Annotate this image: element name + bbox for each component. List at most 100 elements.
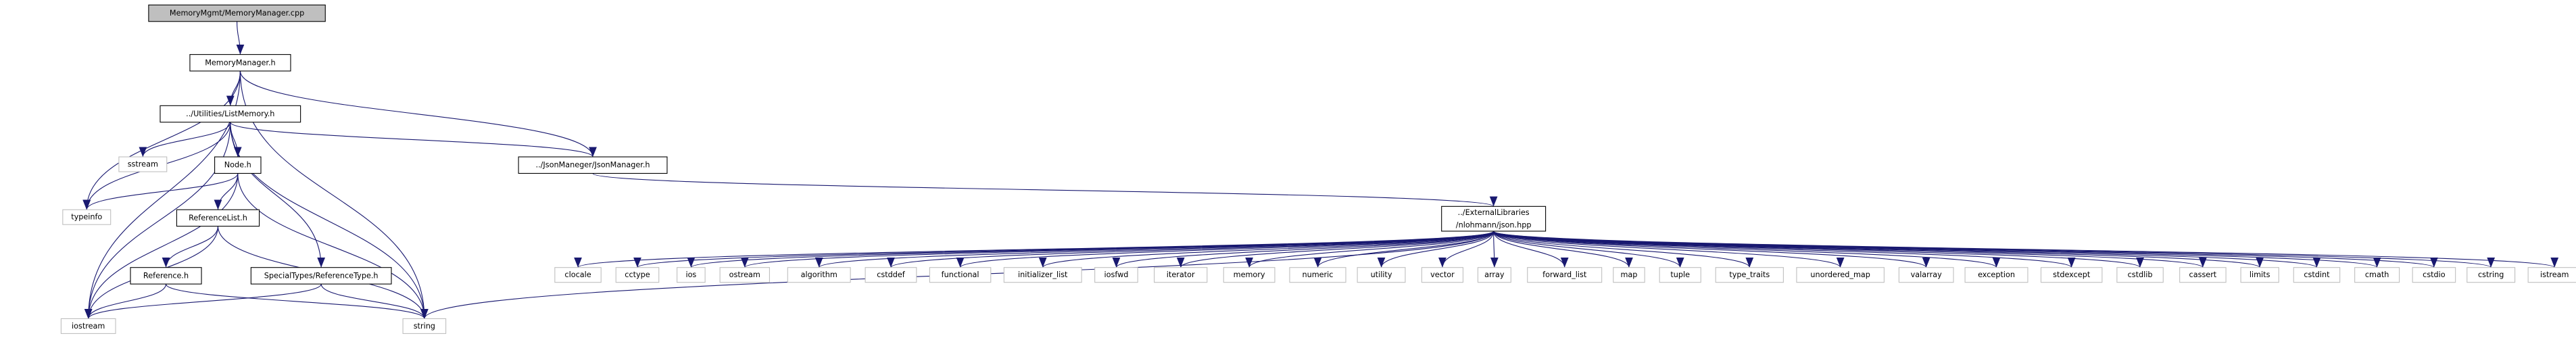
node-box bbox=[60, 318, 116, 334]
node-box bbox=[1898, 267, 1954, 283]
node-box bbox=[1154, 267, 1208, 283]
edge bbox=[237, 173, 429, 319]
node-box bbox=[1527, 267, 1603, 283]
node: cassert bbox=[2179, 267, 2227, 283]
node-box bbox=[1094, 267, 1138, 283]
edge bbox=[741, 231, 1494, 268]
node-label: valarray bbox=[1911, 270, 1942, 279]
node: cstring bbox=[2466, 267, 2516, 283]
edge bbox=[1438, 231, 1494, 268]
node-box bbox=[1715, 267, 1784, 283]
edge bbox=[162, 226, 219, 268]
edge bbox=[1493, 231, 1845, 268]
node: vector bbox=[1421, 267, 1464, 283]
node-label: cctype bbox=[625, 270, 650, 279]
edge bbox=[1493, 231, 1633, 268]
node-label: Node.h bbox=[224, 161, 251, 170]
node-box bbox=[214, 156, 262, 174]
node-box bbox=[1477, 267, 1511, 283]
edge bbox=[1493, 231, 2076, 268]
node-box bbox=[1659, 267, 1701, 283]
node: cstdlib bbox=[2116, 267, 2164, 283]
node-box bbox=[1613, 267, 1645, 283]
node: cstddef bbox=[865, 267, 917, 283]
node: ../JsonManeger/JsonManager.h bbox=[518, 156, 668, 174]
node-box bbox=[2354, 267, 2400, 283]
node-label: iterator bbox=[1167, 270, 1195, 279]
node-box bbox=[2240, 267, 2279, 283]
node-label: vector bbox=[1430, 270, 1455, 279]
node-box bbox=[1421, 267, 1464, 283]
node-label: type_traits bbox=[1729, 270, 1770, 279]
edge bbox=[1493, 231, 1930, 268]
edge bbox=[1493, 231, 1753, 268]
node-box bbox=[2293, 267, 2341, 283]
node-label: ../JsonManeger/JsonManager.h bbox=[536, 161, 650, 170]
node: utility bbox=[1357, 267, 1406, 283]
node: ostream bbox=[719, 267, 770, 283]
edge bbox=[139, 122, 231, 158]
node-box bbox=[402, 318, 447, 334]
node-box bbox=[1796, 267, 1885, 283]
edge bbox=[1493, 231, 2264, 268]
node-label: unordered_map bbox=[1810, 270, 1870, 279]
node-box bbox=[2466, 267, 2516, 283]
node-label: map bbox=[1620, 270, 1637, 279]
node-label: ../ExternalLibraries bbox=[1458, 208, 1530, 217]
node-box bbox=[929, 267, 992, 283]
node-label: SpecialTypes/ReferenceType.h bbox=[264, 271, 379, 280]
edge bbox=[214, 173, 239, 210]
node-label: iosfwd bbox=[1104, 270, 1128, 279]
node: iterator bbox=[1154, 267, 1208, 283]
node-label: cstdlib bbox=[2128, 270, 2153, 279]
node: ../ExternalLibraries/nlohmann/json.hpp bbox=[1441, 206, 1547, 232]
edge bbox=[1177, 231, 1494, 268]
edge bbox=[1493, 231, 2000, 268]
node-label: cstddef bbox=[877, 270, 906, 279]
node-box bbox=[615, 267, 660, 283]
node-label: cstdio bbox=[2423, 270, 2446, 279]
node-label: stdexcept bbox=[2053, 270, 2091, 279]
node-box bbox=[2040, 267, 2103, 283]
node-box bbox=[1357, 267, 1406, 283]
edge bbox=[84, 173, 239, 319]
node: cstdio bbox=[2412, 267, 2456, 283]
node: typeinfo bbox=[62, 209, 112, 225]
node: cctype bbox=[615, 267, 660, 283]
node-label: memory bbox=[1234, 270, 1265, 279]
edge bbox=[226, 71, 241, 106]
edge bbox=[956, 231, 1494, 268]
node: tuple bbox=[1659, 267, 1701, 283]
node: string bbox=[402, 318, 447, 334]
node-label: array bbox=[1484, 270, 1505, 279]
node: Reference.h bbox=[130, 267, 202, 285]
node-box bbox=[130, 267, 202, 285]
node: limits bbox=[2240, 267, 2279, 283]
node-label: iostream bbox=[72, 322, 105, 331]
node-box bbox=[787, 267, 851, 283]
edge bbox=[1493, 231, 2438, 268]
node-label: functional bbox=[942, 270, 979, 279]
node-box bbox=[176, 209, 260, 227]
node-box bbox=[677, 267, 706, 283]
node-label: cstring bbox=[2478, 270, 2504, 279]
node-label: cstdint bbox=[2304, 270, 2330, 279]
node: stdexcept bbox=[2040, 267, 2103, 283]
node-label: cassert bbox=[2189, 270, 2217, 279]
edge bbox=[592, 172, 1497, 207]
node-box bbox=[160, 105, 301, 123]
node-box bbox=[719, 267, 770, 283]
node: initializer_list bbox=[1003, 267, 1082, 283]
node: array bbox=[1477, 267, 1511, 283]
node-box bbox=[2527, 267, 2576, 283]
node-label: MemoryManager.h bbox=[205, 58, 275, 67]
edge bbox=[1493, 231, 1569, 268]
node: MemoryMgmt/MemoryManager.cpp bbox=[148, 4, 326, 22]
node-box bbox=[1441, 206, 1547, 232]
edge bbox=[165, 283, 429, 319]
edge bbox=[236, 21, 245, 55]
edge bbox=[230, 122, 597, 158]
node: algorithm bbox=[787, 267, 851, 283]
node-label: Reference.h bbox=[143, 271, 189, 280]
node: ../Utilities/ListMemory.h bbox=[160, 105, 301, 123]
